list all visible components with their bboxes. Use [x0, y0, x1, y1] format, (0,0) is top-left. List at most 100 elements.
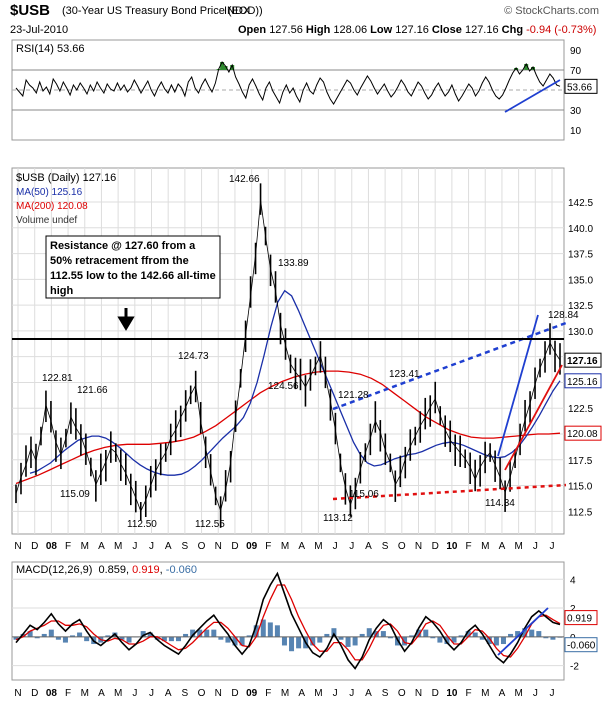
x-tick-label: S — [382, 541, 389, 552]
rsi-tick-label: 30 — [570, 106, 582, 117]
macd-histogram-bar — [204, 629, 210, 637]
price-tick-label: 112.5 — [568, 507, 593, 518]
macd-histogram-bar — [359, 633, 365, 637]
price-legend-main: $USB (Daily) 127.16 — [16, 172, 116, 184]
price-tag-text: 125.16 — [567, 377, 598, 388]
macd-histogram-bar — [317, 636, 323, 643]
x-tick-label: O — [398, 688, 406, 699]
macd-histogram-bar — [27, 631, 33, 637]
label-112-50: 112.50 — [127, 519, 157, 530]
macd-histogram-bar — [211, 629, 217, 637]
price-tag-text: 127.16 — [567, 356, 598, 367]
x-tick-label: D — [31, 541, 38, 552]
x-tick-label: 09 — [246, 688, 258, 699]
x-tick-label: S — [382, 688, 389, 699]
macd-panel: -2024 0.919-0.060 MACD(12,26,9) 0.859, 0… — [11, 561, 598, 699]
price-tick-label: 137.5 — [568, 250, 593, 261]
macd-histogram-bar — [289, 636, 295, 652]
label-112-55: 112.55 — [195, 519, 225, 530]
macd-tick-label: 2 — [570, 604, 576, 615]
price-grid: 112.5115.0117.5120.0122.5125.0127.5130.0… — [12, 168, 593, 534]
x-tick-label: F — [265, 688, 271, 699]
macd-histogram-bar — [267, 622, 273, 637]
macd-histogram-bar — [324, 633, 330, 637]
x-tick-label: F — [466, 541, 472, 552]
macd-histogram-bar — [175, 636, 181, 642]
x-tick-label: A — [365, 688, 372, 699]
macd-histogram-bar — [543, 636, 549, 639]
price-tags: 127.16 125.16 120.08 — [564, 352, 602, 441]
ma50-legend: MA(50) 125.16 — [16, 187, 83, 198]
x-tick-label: J — [149, 688, 154, 699]
x-tick-label: N — [14, 688, 21, 699]
macd-legend-hist: -0.060 — [166, 564, 197, 576]
macd-histogram-bar — [190, 629, 196, 637]
price-tick-label: 135.0 — [568, 275, 593, 286]
price-frame — [11, 167, 565, 535]
down-arrow-icon — [117, 308, 135, 331]
x-tick-label: O — [198, 541, 206, 552]
x-tick-label: J — [349, 541, 354, 552]
x-tick-label: D — [432, 688, 439, 699]
x-tick-label: A — [499, 541, 506, 552]
macd-histogram-bar — [536, 631, 542, 637]
price-labels: 142.66 133.89 128.84 124.73 124.56 123.4… — [42, 174, 579, 530]
price-tag-box — [564, 373, 602, 389]
x-tick-label: J — [132, 688, 137, 699]
chg-value: -0.94 (-0.73%) — [526, 24, 597, 36]
low-value: 127.16 — [395, 24, 429, 36]
rsi-panel: 10 30 70 90 53.66 RSI(14) 53.66 — [11, 39, 598, 141]
macd-histogram-bar — [140, 631, 146, 637]
macd-histogram-bar — [380, 631, 386, 637]
x-tick-label: M — [314, 688, 322, 699]
rsi-value-tag-text: 53.66 — [567, 82, 592, 93]
macd-histogram-bar — [352, 636, 358, 646]
macd-histogram-bar — [402, 636, 408, 646]
red-dotted-trendline — [332, 483, 567, 501]
price-tag-text: 120.08 — [567, 429, 598, 440]
macd-histogram-bar — [260, 619, 266, 637]
price-tick-label: 132.5 — [568, 301, 593, 312]
x-tick-label: O — [198, 688, 206, 699]
macd-histogram-bar — [154, 636, 160, 640]
x-tick-label: A — [165, 688, 172, 699]
macd-histogram-bar — [62, 636, 68, 643]
label-122-81: 122.81 — [42, 373, 73, 384]
x-tick-label: N — [215, 541, 222, 552]
macd-histogram-bar — [331, 628, 337, 637]
x-tick-label: M — [81, 688, 89, 699]
macd-histogram-bar — [472, 632, 478, 637]
label-114-34: 114.34 — [485, 498, 515, 509]
macd-histogram-bar — [239, 636, 245, 646]
macd-histogram-bar — [345, 636, 351, 647]
macd-histogram-bar — [493, 636, 499, 646]
symbol-description: (30-Year US Treasury Bond Price (EOD)) — [62, 5, 263, 17]
x-tick-label: N — [14, 541, 21, 552]
macd-value-tag — [564, 637, 598, 653]
macd-histogram-bar — [430, 636, 436, 639]
macd-value-tag — [564, 610, 598, 626]
red-steep-trendline — [504, 364, 563, 471]
x-tick-label: 08 — [46, 688, 58, 699]
x-tick-label: O — [398, 541, 406, 552]
macd-histogram-bar — [437, 636, 443, 643]
rsi-tick-label: 90 — [570, 46, 582, 57]
x-tick-label: M — [314, 541, 322, 552]
high-value: 128.06 — [333, 24, 368, 36]
rsi-legend: RSI(14) 53.66 — [16, 43, 84, 55]
x-tick-label: M — [114, 688, 122, 699]
high-label: High — [305, 24, 331, 36]
macd-histogram-bar — [20, 633, 26, 637]
x-tick-label: F — [265, 541, 271, 552]
macd-histogram-bar — [55, 636, 61, 640]
rsi-lines: 53.66 — [15, 61, 598, 113]
close-label: Close — [431, 24, 462, 36]
brand-watermark: © StockCharts.com — [504, 5, 599, 17]
label-124-56: 124.56 — [268, 381, 299, 392]
macd-histogram-bar — [119, 636, 125, 640]
rsi-trendline — [504, 79, 561, 113]
x-tick-label: M — [514, 688, 522, 699]
macd-histogram-bar — [281, 636, 287, 646]
macd-histogram-bar — [416, 629, 422, 637]
x-tick-label: M — [81, 541, 89, 552]
